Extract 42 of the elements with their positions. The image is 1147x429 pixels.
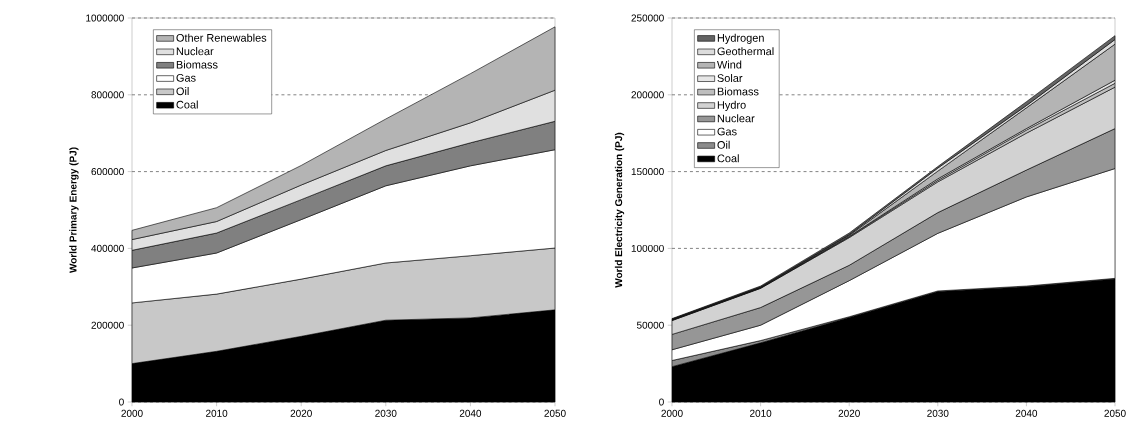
y-tick-label: 50000 (636, 321, 664, 329)
x-tick-label: 2030 (375, 409, 397, 417)
legend-label: Other Renewables (176, 33, 267, 42)
legend-label: Hydro (717, 100, 746, 112)
y-tick-label: 800000 (91, 91, 124, 99)
legend-label: Coal (717, 154, 739, 163)
legend-label: Coal (176, 100, 198, 109)
legend-label: Biomass (717, 87, 759, 96)
y-tick-label: 200000 (631, 91, 664, 99)
y-tick-label: 100000 (631, 244, 664, 252)
x-tick-label: 2040 (1015, 409, 1038, 417)
legend-label: Nuclear (176, 47, 214, 56)
y-tick-label: 150000 (631, 168, 664, 176)
legend-label: Biomass (176, 60, 218, 69)
legend-label: Oil (717, 140, 730, 149)
legend-label: Nuclear (717, 114, 755, 123)
legend-label: Oil (176, 87, 189, 96)
y-tick-label: 400000 (91, 244, 124, 252)
x-tick-label: 2000 (661, 409, 683, 417)
y-tick-label: 0 (659, 398, 664, 406)
y-tick-label: 200000 (91, 321, 124, 329)
x-tick-label: 2030 (927, 409, 949, 417)
x-tick-label: 2010 (750, 409, 772, 417)
legend-label: Gas (176, 73, 196, 82)
y-axis-title: World Primary Energy (PJ) (69, 147, 79, 274)
y-tick-label: 600000 (91, 168, 124, 176)
x-tick-label: 2020 (290, 409, 312, 417)
x-tick-label: 2050 (1104, 409, 1126, 417)
y-tick-label: 250000 (631, 14, 664, 22)
legend-label: Solar (717, 73, 743, 83)
x-tick-label: 2000 (121, 409, 143, 417)
y-axis-title: World Electricity Generation (PJ) (614, 132, 625, 288)
legend-label: Geothermal (717, 47, 774, 56)
x-tick-label: 2020 (838, 409, 860, 417)
legend-label: Gas (717, 127, 737, 136)
legend-label: Hydrogen (717, 33, 764, 44)
y-tick-label: 0 (119, 398, 124, 406)
y-tick-label: 1000000 (86, 14, 124, 22)
x-tick-label: 2040 (459, 409, 482, 417)
x-tick-label: 2050 (544, 409, 566, 417)
legend-label: Wind (717, 60, 742, 69)
x-tick-label: 2010 (206, 409, 228, 417)
